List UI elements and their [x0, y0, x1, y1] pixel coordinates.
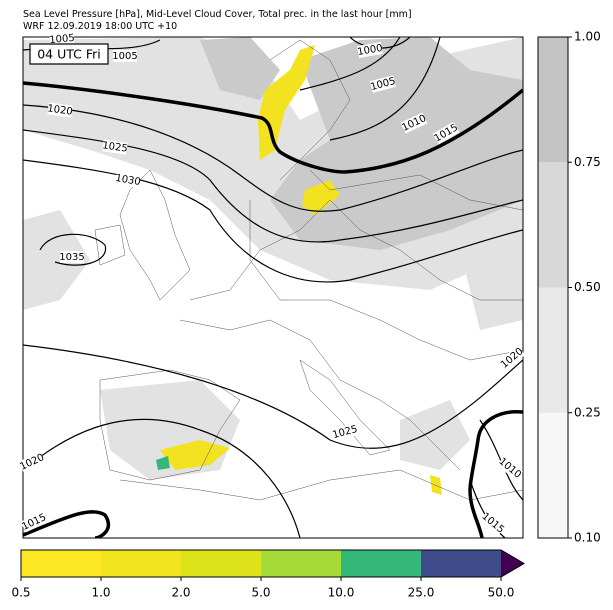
iso: [23, 344, 523, 449]
isobar-label-bg: [369, 75, 397, 93]
time-label: 04 UTC Fri: [37, 47, 101, 62]
coast: [189, 199, 523, 301]
coast: [299, 359, 391, 456]
cloud1: [400, 400, 470, 470]
rain: [430, 475, 442, 495]
isobar-label-bg: [498, 345, 526, 371]
isobar-label-bg: [115, 172, 141, 188]
colorbar-segment: [538, 287, 568, 413]
iso-bold: [468, 410, 523, 538]
iso-bold: [23, 81, 523, 174]
iso: [39, 233, 107, 266]
colorbar-frame: [20, 549, 525, 578]
map-shape: [156, 456, 170, 470]
isobar-label-bg: [432, 121, 460, 145]
isobar-label-bg: [331, 423, 359, 441]
colorbar-tick-label: 2.0: [171, 586, 190, 600]
isobar-label: 1005: [112, 51, 137, 62]
coast: [99, 369, 241, 481]
colorbar-tick-label: 10.0: [328, 586, 355, 600]
isobar-label-bg: [102, 139, 128, 155]
isobar-label-bg: [113, 50, 137, 62]
subtitle: WRF 12.09.2019 18:00 UTC +10: [23, 21, 177, 32]
isobar-label: 1005: [49, 33, 75, 46]
isobar-label: 1000: [357, 43, 384, 58]
colorbar-segment: [341, 550, 422, 577]
isobar-label-bg: [357, 42, 383, 58]
colorbar-tick-label: 1.00: [574, 30, 601, 44]
coast: [94, 224, 126, 266]
colorbar-segment: [261, 550, 342, 577]
cloud1: [460, 230, 523, 330]
isobar-label-bg: [47, 102, 73, 118]
precip-colorbar: 0.5 1.0 2.0 5.0 10.0 25.0 50.0: [11, 549, 525, 600]
colorbar-tick-label: 0.25: [574, 405, 601, 419]
iso: [23, 418, 301, 538]
isobar-label-bg: [49, 31, 75, 47]
colorbar-segment: [421, 550, 502, 577]
colorbar-segment: [538, 162, 568, 288]
colorbar-tick-label: 0.5: [11, 586, 30, 600]
isobar-label: 1035: [59, 252, 84, 263]
iso-bold: [23, 510, 111, 538]
isobar-label: 1025: [102, 140, 129, 154]
colorbar-segment: [538, 37, 568, 163]
isobar-label: 1020: [47, 103, 74, 117]
iso: [23, 104, 523, 212]
colorbar-tick-label: 0.10: [574, 531, 601, 545]
isobar-label: 1030: [114, 173, 141, 188]
colorbar-segment: [21, 550, 102, 577]
time-label-box: [29, 43, 109, 65]
iso: [299, 37, 401, 91]
rain: [160, 440, 230, 470]
isobar-label-bg: [60, 251, 84, 263]
colorbar-tick-label: 25.0: [408, 586, 435, 600]
rain: [302, 180, 340, 215]
isobar-label-bg: [18, 451, 46, 473]
isobar-label-bg: [20, 511, 48, 533]
title: Sea Level Pressure [hPa], Mid-Level Clou…: [23, 9, 412, 20]
colorbar-tick-label: 5.0: [251, 586, 270, 600]
isobar-label-bg: [400, 112, 428, 134]
map-shape: [22, 36, 524, 539]
cloud1: [23, 210, 90, 310]
colorbar-tick-label: 1.0: [91, 586, 110, 600]
colorbar-segment: [181, 550, 262, 577]
colorbar-tick-label: 0.50: [574, 280, 601, 294]
cloud2: [200, 37, 280, 100]
colorbar-segment: [538, 412, 568, 538]
iso: [23, 129, 523, 243]
colorbar-segment: [101, 550, 182, 577]
isobar-label-bg: [496, 455, 524, 481]
coast: [249, 200, 523, 361]
coast: [309, 169, 523, 211]
colorbar-tick-label: 50.0: [488, 586, 515, 600]
colorbar-extend: [501, 550, 524, 577]
iso: [329, 37, 441, 141]
colorbar-tick-label: 0.75: [574, 155, 601, 169]
isobar-label-bg: [479, 510, 507, 536]
cloud-colorbar: 0.10 0.25 0.50 0.75 1.00: [537, 30, 601, 545]
coast: [269, 39, 351, 181]
coast: [179, 319, 461, 471]
